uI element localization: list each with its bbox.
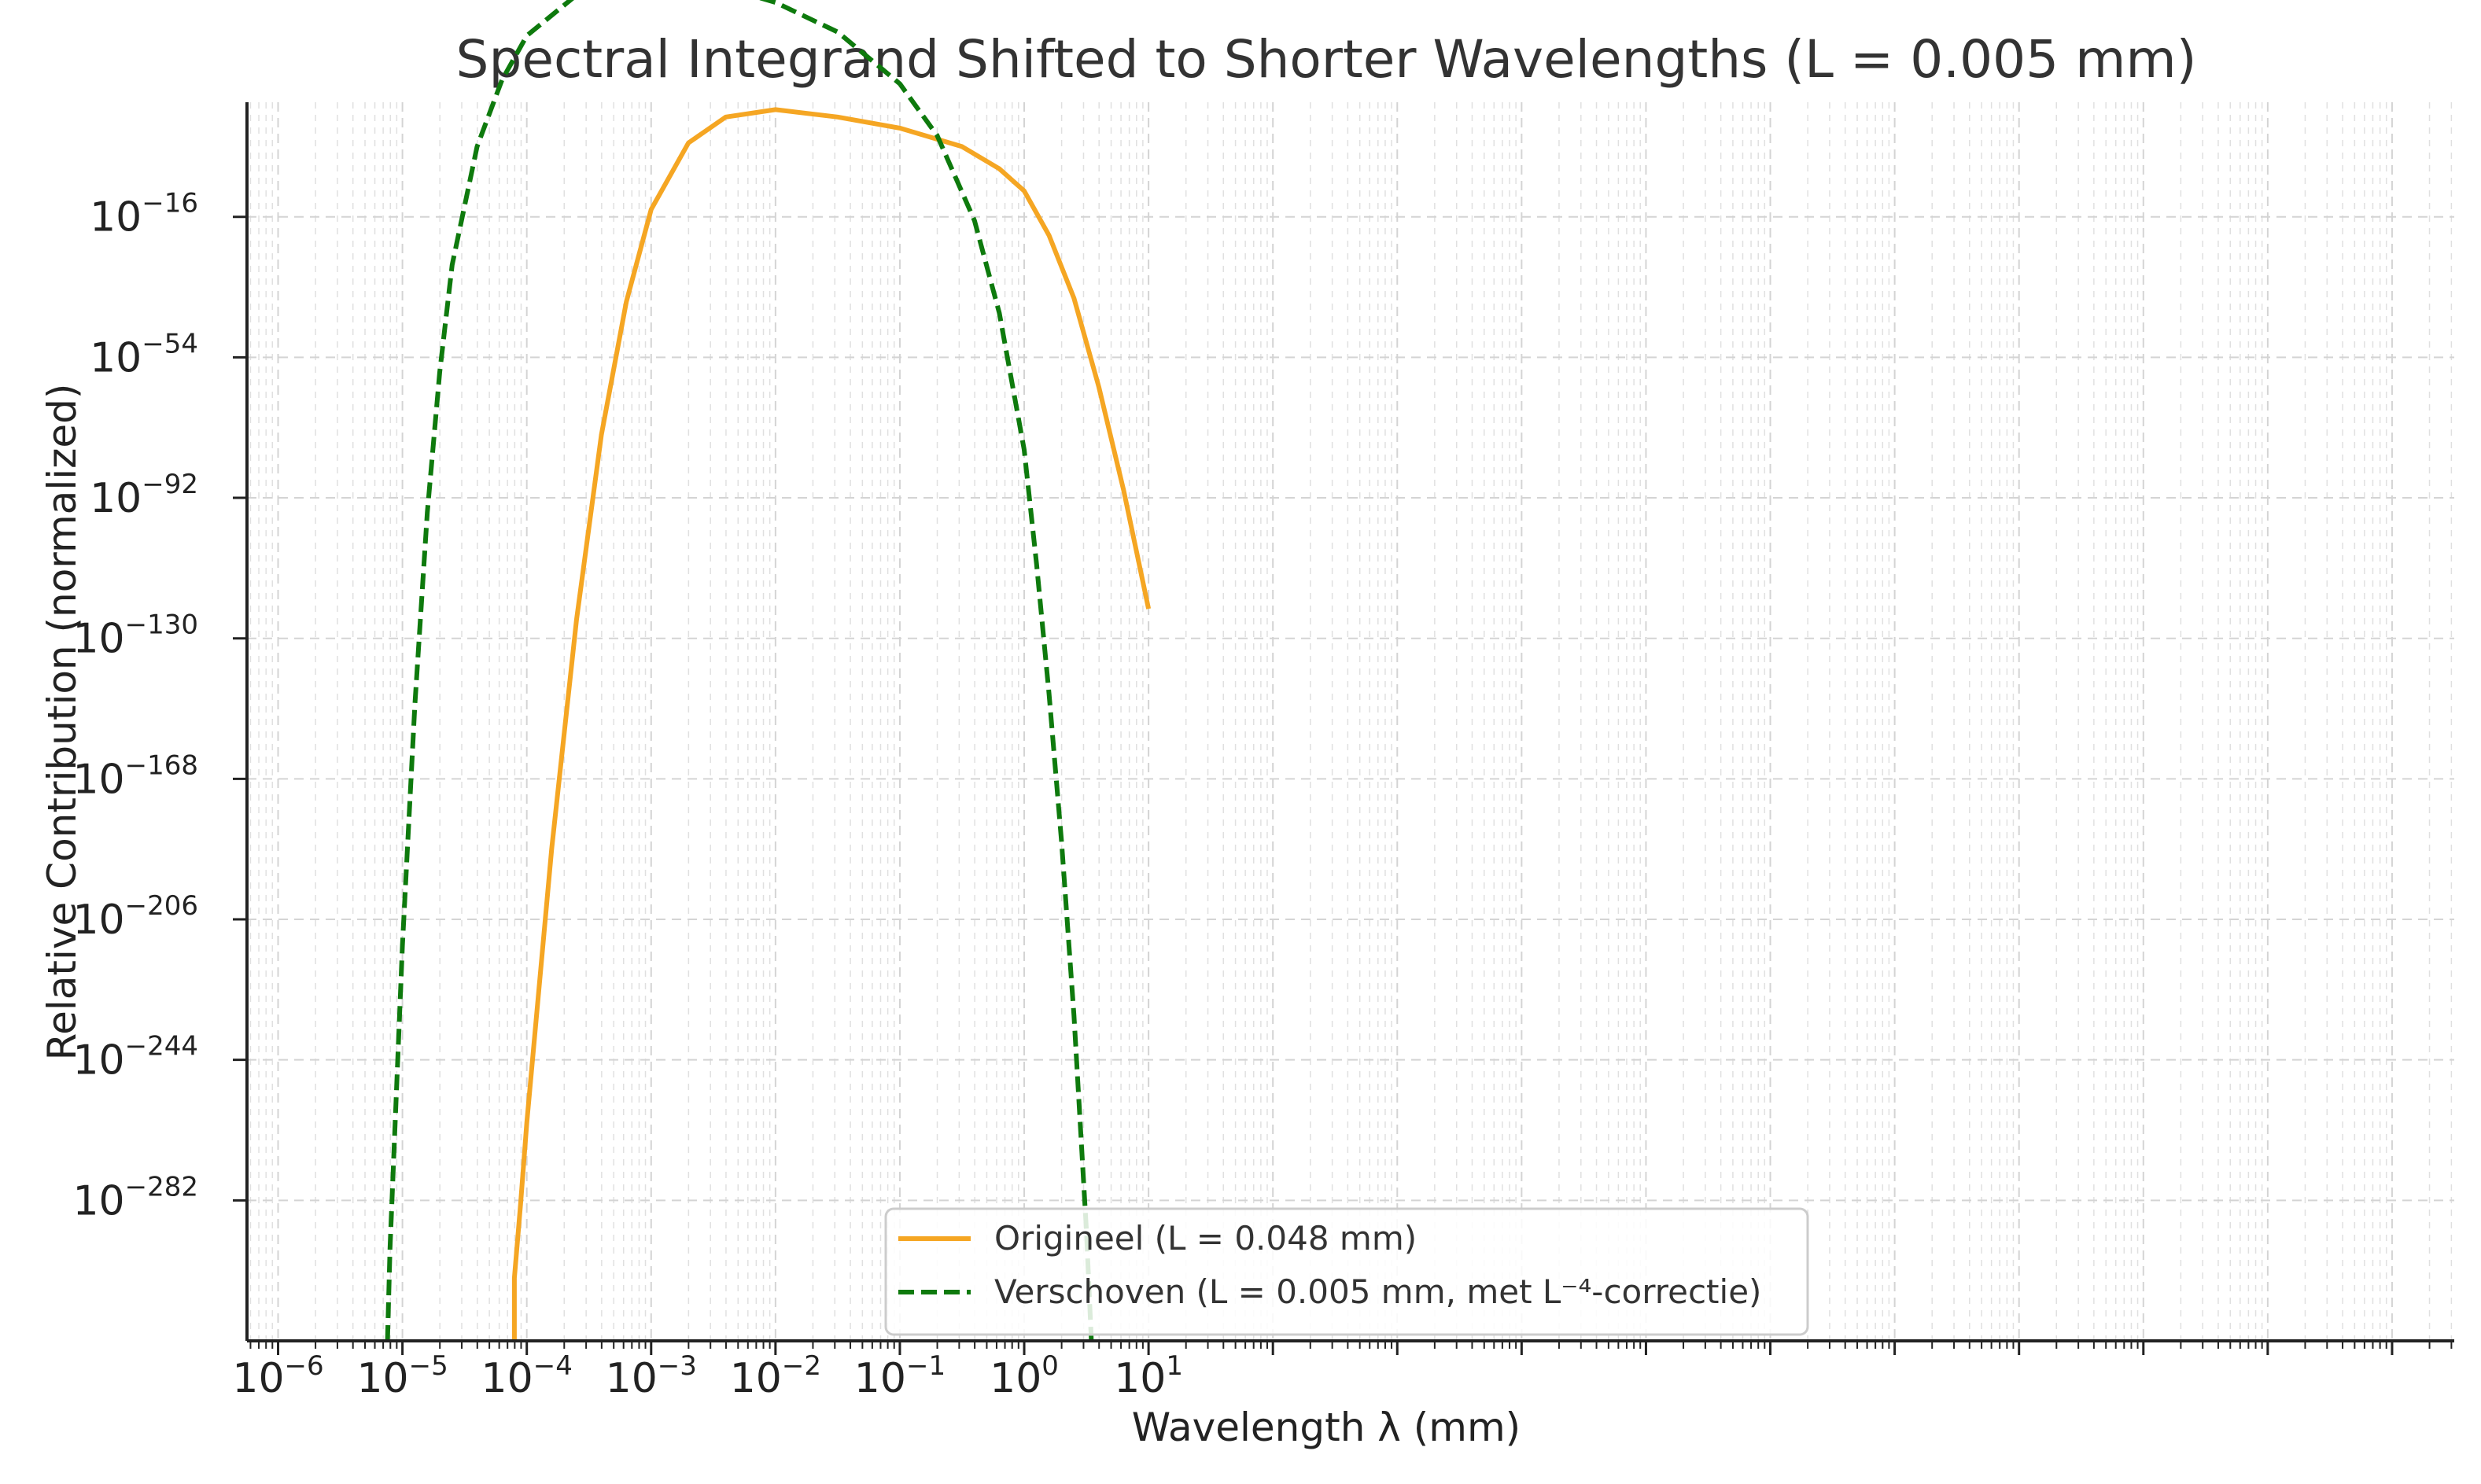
y-tick-label: 10−16 — [90, 188, 198, 241]
grid — [247, 102, 2454, 1341]
x-tick-label: 10−5 — [356, 1350, 448, 1402]
x-tick-label: 101 — [1114, 1350, 1183, 1402]
chart-title: Spectral Integrand Shifted to Shorter Wa… — [456, 29, 2197, 90]
y-tick-label: 10−206 — [72, 890, 198, 944]
x-tick-label: 10−6 — [232, 1350, 323, 1402]
x-tick-label: 10−4 — [481, 1350, 573, 1402]
legend: Origineel (L = 0.048 mm) Verschoven (L =… — [884, 1207, 1809, 1336]
x-axis-label: Wavelength λ (mm) — [1132, 1405, 1521, 1450]
y-ticks: 10−16 10−54 10−92 10−130 10−168 10−206 10−244 1… — [72, 188, 247, 1224]
legend-label-shifted: Verschoven (L = 0.005 mm, met L⁻⁴-correc… — [994, 1272, 1761, 1311]
x-tick-label: 10−1 — [854, 1350, 946, 1402]
y-tick-label: 10−54 — [90, 328, 198, 381]
y-tick-label: 10−130 — [72, 609, 198, 663]
x-ticks: 10−6 10−5 10−4 10−3 10−2 10−1 100 101 — [232, 1341, 2453, 1402]
axes — [245, 102, 2454, 1342]
series-line-original — [511, 107, 1152, 1341]
x-tick-label: 10−3 — [606, 1350, 697, 1402]
series-group — [385, 0, 1152, 1342]
y-tick-label: 10−282 — [72, 1171, 198, 1224]
y-tick-label: 10−168 — [72, 749, 198, 803]
x-tick-label: 100 — [990, 1350, 1059, 1402]
y-tick-label: 10−244 — [72, 1031, 198, 1084]
legend-label-original: Origineel (L = 0.048 mm) — [994, 1219, 1417, 1258]
y-tick-label: 10−92 — [90, 469, 198, 522]
y-axis-label: Relative Contribution (normalized) — [39, 384, 85, 1061]
series-line-shifted — [385, 0, 1094, 1342]
legend-box — [884, 1207, 1809, 1336]
x-tick-label: 10−2 — [730, 1350, 821, 1402]
